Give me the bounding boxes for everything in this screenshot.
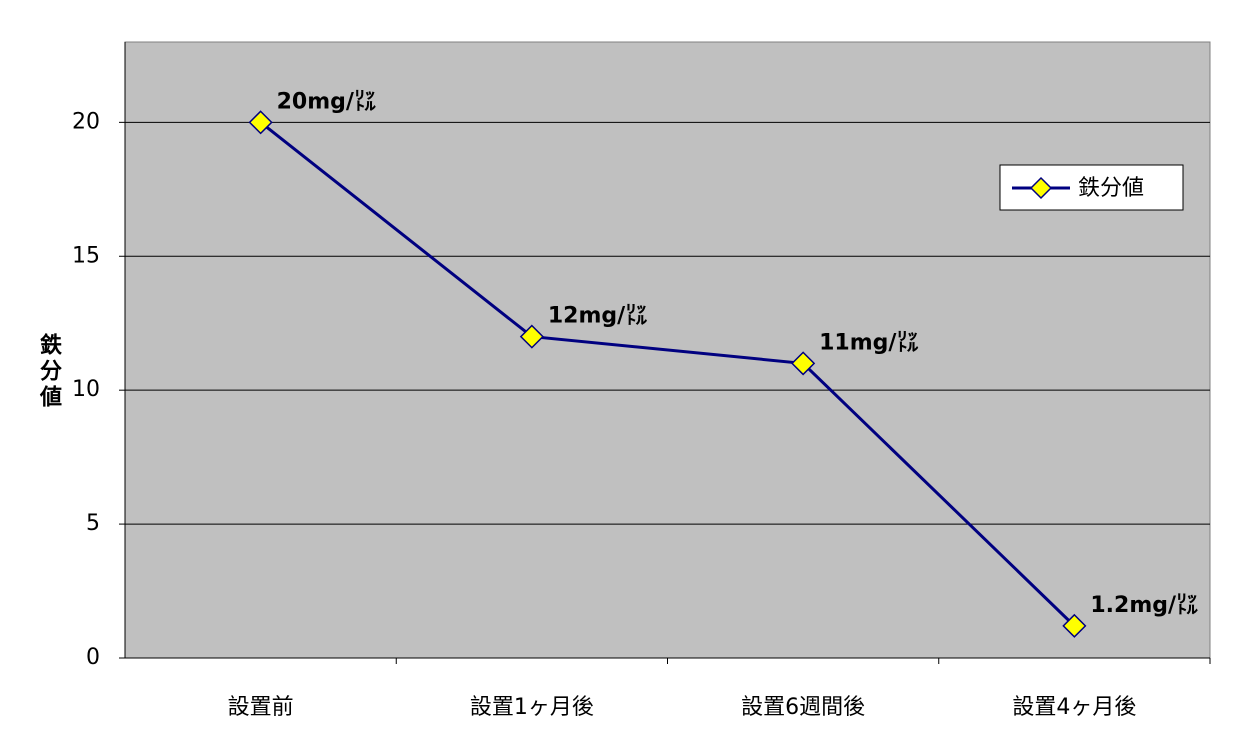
y-tick-label: 5: [86, 511, 100, 536]
y-tick-label: 10: [72, 377, 100, 402]
data-marker: [1062, 613, 1087, 638]
data-label: 1.2mg/㍑: [1090, 593, 1198, 618]
data-label: 12mg/㍑: [548, 304, 647, 329]
x-tick-label: 設置6週間後: [741, 695, 865, 720]
data-label: 11mg/㍑: [819, 330, 918, 355]
y-axis-label: 鉄分値: [36, 332, 63, 411]
y-tick-label: 20: [72, 109, 100, 134]
x-tick-label: 設置4ヶ月後: [1012, 695, 1136, 720]
data-marker: [248, 110, 273, 135]
data-marker: [791, 351, 816, 376]
data-line: [259, 121, 1076, 627]
legend: 鉄分値: [999, 164, 1184, 211]
x-tick-label: 設置1ヶ月後: [470, 695, 594, 720]
legend-label: 鉄分値: [1078, 176, 1144, 201]
data-marker: [519, 324, 544, 349]
y-tick-label: 15: [72, 243, 100, 268]
y-tick-label: 0: [86, 645, 100, 670]
data-label: 20mg/㍑: [277, 89, 376, 114]
legend-marker: [1029, 176, 1053, 200]
x-tick-label: 設置前: [228, 695, 294, 720]
